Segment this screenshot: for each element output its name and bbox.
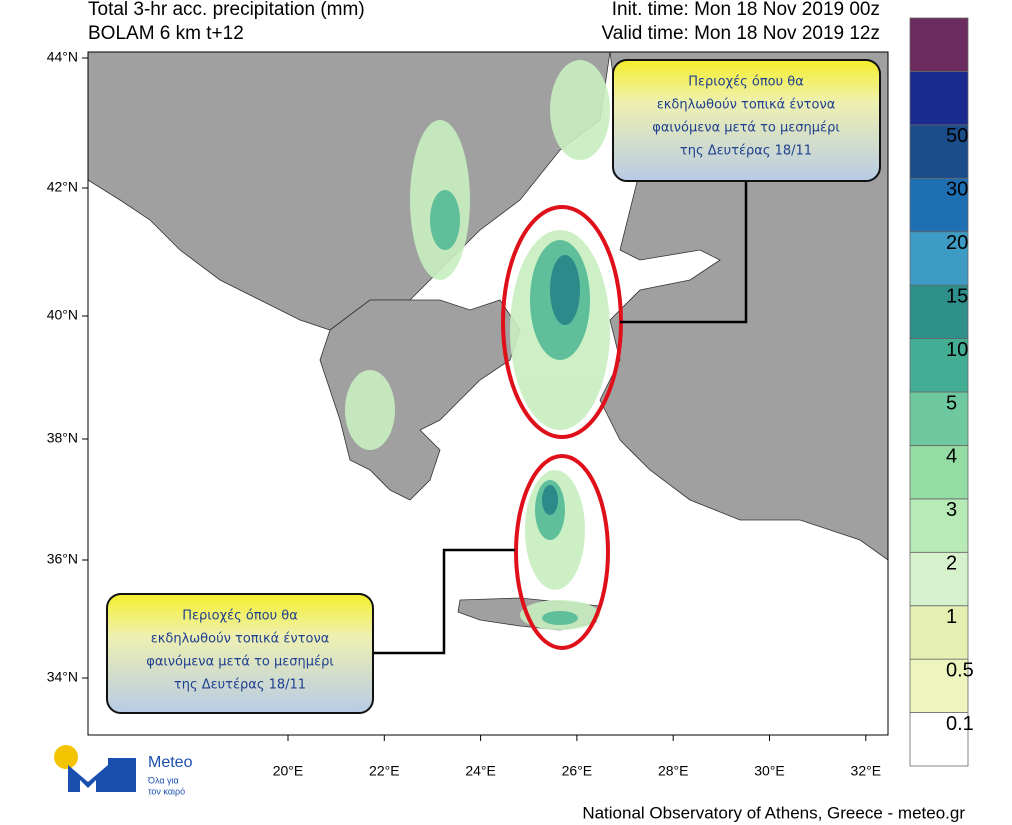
colorbar-label: 10 (946, 339, 968, 361)
callout-text: εκδηλωθούν τοπικά έντονα (151, 632, 330, 647)
colorbar-label: 20 (946, 232, 968, 254)
callout-text: φαινόμενα μετά το μεσημέρι (652, 121, 839, 136)
callout-text: εκδηλωθούν τοπικά έντονα (657, 98, 836, 113)
lon-label: 30°E (754, 763, 785, 779)
valid-time: Valid time: Mon 18 Nov 2019 12z (602, 23, 880, 44)
colorbar-label: 2 (946, 553, 957, 575)
colorbar-box (909, 124, 969, 179)
colorbar-label: 30 (946, 179, 968, 201)
colorbar-box (909, 391, 969, 446)
colorbar-box (909, 177, 969, 233)
logo-tagline: Όλα για (147, 775, 179, 785)
colorbar-box (909, 605, 969, 660)
colorbar-label: 15 (946, 285, 968, 307)
lat-label: 36°N (47, 551, 78, 567)
lat-label: 40°N (47, 307, 78, 323)
subtitle: BOLAM 6 km t+12 (88, 23, 244, 44)
colorbar-label: 5 (946, 392, 957, 414)
lat-label: 42°N (47, 179, 78, 195)
title: Total 3-hr acc. precipitation (mm) (88, 0, 365, 20)
callout-text: της Δευτέρας 18/11 (680, 144, 812, 159)
footer: National Observatory of Athens, Greece -… (582, 803, 965, 822)
colorbar-box (909, 17, 969, 72)
colorbar-label: 1 (946, 606, 957, 628)
colorbar-box (909, 445, 969, 500)
logo-name: Meteo (148, 754, 193, 771)
logo-tagline: τον καιρό (148, 786, 185, 796)
colorbar-box (909, 231, 969, 286)
callout-text: της Δευτέρας 18/11 (174, 678, 306, 693)
lon-label: 26°E (562, 763, 593, 779)
init-time: Init. time: Mon 18 Nov 2019 00z (612, 0, 880, 20)
colorbar-box (909, 498, 969, 553)
lon-label: 32°E (851, 763, 882, 779)
colorbar-label: 0.5 (946, 659, 974, 681)
callout-text: Περιοχές όπου θα (182, 609, 298, 624)
colorbar-label: 3 (946, 499, 957, 521)
lon-label: 22°E (369, 763, 400, 779)
callout-text: φαινόμενα μετά το μεσημέρι (146, 655, 333, 670)
colorbar-box (909, 338, 969, 393)
colorbar-box (909, 71, 969, 126)
colorbar-box (909, 712, 969, 767)
colorbar-label: 4 (946, 446, 957, 468)
lat-label: 34°N (47, 669, 78, 685)
callout-text: Περιοχές όπου θα (688, 75, 804, 90)
lon-label: 20°E (273, 763, 304, 779)
colorbar-box (909, 284, 969, 339)
colorbar-label: 0.1 (946, 713, 974, 735)
colorbar-box (909, 551, 969, 607)
lat-label: 44°N (47, 49, 78, 65)
lat-label: 38°N (47, 430, 78, 446)
colorbar-label: 50 (946, 125, 968, 147)
lon-label: 28°E (658, 763, 689, 779)
lon-label: 24°E (465, 763, 496, 779)
